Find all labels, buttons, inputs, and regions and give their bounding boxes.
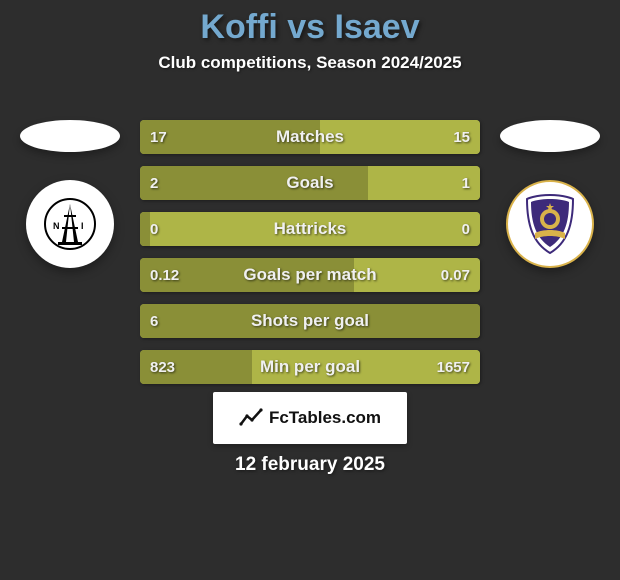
stat-bar-right [140, 212, 480, 246]
subtitle: Club competitions, Season 2024/2025 [0, 53, 620, 73]
left-team-block: N I [10, 120, 130, 268]
stat-row: Goals per match0.120.07 [140, 258, 480, 292]
stat-row: Goals21 [140, 166, 480, 200]
svg-text:N: N [53, 221, 60, 231]
stat-row: Hattricks00 [140, 212, 480, 246]
right-ellipse-icon [500, 120, 600, 152]
stat-row: Matches1715 [140, 120, 480, 154]
right-team-block [490, 120, 610, 268]
comparison-bars: Matches1715 Goals21 Hattricks00 Goals per m… [140, 120, 480, 396]
stat-row: Min per goal8231657 [140, 350, 480, 384]
title: Koffi vs Isaev [0, 0, 620, 47]
stat-bar-left [140, 258, 354, 292]
stat-bar-left [140, 212, 150, 246]
stat-bar-left [140, 120, 320, 154]
left-ellipse-icon [20, 120, 120, 152]
stat-bar-left [140, 350, 252, 384]
fctables-logo: FcTables.com [213, 392, 407, 444]
stat-bar-right [368, 166, 480, 200]
stat-bar-right [252, 350, 480, 384]
shield-icon [515, 189, 585, 259]
logo-text: FcTables.com [269, 408, 381, 428]
oil-derrick-icon: N I [44, 198, 96, 250]
stat-row: Shots per goal6 [140, 304, 480, 338]
stat-bar-right [354, 258, 480, 292]
stat-bar-right [320, 120, 480, 154]
stat-bar-left [140, 304, 480, 338]
date-text: 12 february 2025 [0, 454, 620, 476]
svg-text:I: I [81, 221, 84, 231]
right-crest-icon [506, 180, 594, 268]
stat-bar-left [140, 166, 368, 200]
left-crest-icon: N I [26, 180, 114, 268]
infographic-canvas: Koffi vs Isaev Club competitions, Season… [0, 0, 620, 580]
chart-icon [239, 406, 263, 430]
